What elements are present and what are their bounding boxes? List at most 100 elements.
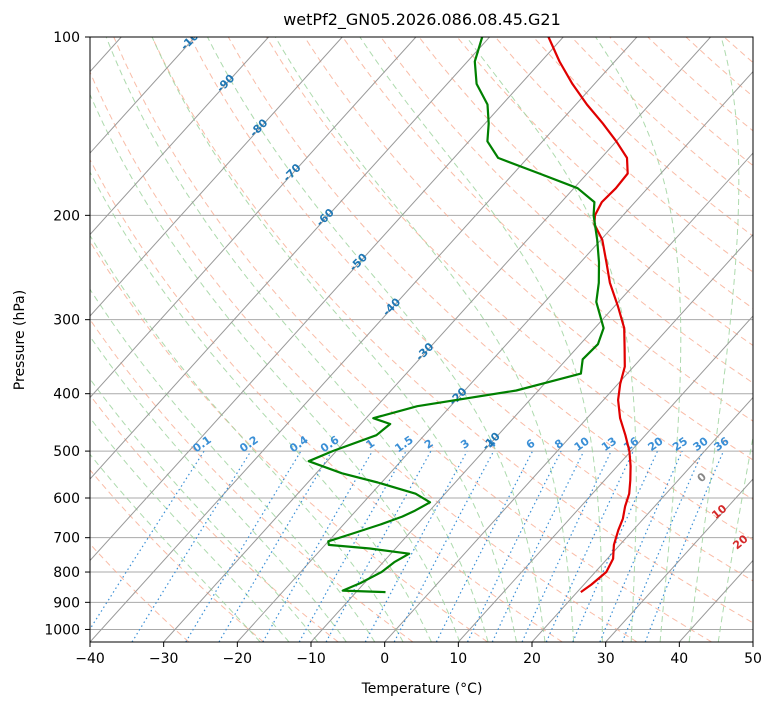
isotherm-line: [384, 233, 753, 642]
isotherm-line: [605, 478, 753, 642]
temperature-profile-line: [547, 37, 632, 593]
mixing-ratio-line: [131, 450, 252, 642]
x-axis-label: Temperature (°C): [361, 681, 483, 697]
mixing-ratio-line: [599, 450, 683, 642]
x-tick-label: 20: [523, 651, 541, 667]
y-tick-label: 200: [53, 208, 80, 224]
dry-adiabat-label: 30: [755, 559, 775, 579]
y-tick-label: 800: [53, 565, 80, 581]
dry-adiabat-line: [609, 37, 753, 167]
mixing-ratio-line: [185, 450, 302, 642]
mixing-ratio-line: [262, 450, 373, 642]
mixing-ratio-line: [545, 450, 634, 642]
moist-adiabat-line: [151, 37, 517, 642]
dry-adiabat-line: [227, 37, 753, 541]
mixing-ratio-label: 0.4: [287, 433, 311, 455]
moist-adiabat-line: [717, 434, 753, 642]
dry-adiabat-line: [762, 37, 775, 642]
moist-adiabat-line: [90, 378, 319, 642]
dry-adiabat-line: [189, 37, 753, 582]
moist-adiabat-line: [359, 37, 603, 642]
dry-adiabat-line: [265, 37, 753, 501]
mixing-ratio-line: [364, 450, 468, 642]
moist-adiabat-line: [274, 37, 575, 642]
y-tick-label: 300: [53, 313, 80, 329]
dry-adiabat-line: [90, 158, 563, 642]
isotherm-line: [310, 152, 753, 642]
moist-adiabat-line: [105, 37, 489, 642]
mixing-ratio-line: [621, 450, 704, 642]
mixing-ratio-line: [572, 450, 659, 642]
mixing-ratio-line: [491, 450, 585, 642]
y-tick-label: 1000: [44, 622, 80, 638]
isotherm-line: [90, 37, 564, 562]
dry-adiabat-line: [418, 37, 753, 347]
moist-adiabat-line: [90, 335, 347, 642]
y-tick-label: 100: [53, 30, 80, 46]
moist-adiabat-line: [90, 417, 290, 642]
moist-adiabat-line: [90, 171, 432, 642]
moist-adiabat-line: [207, 37, 546, 642]
x-tick-label: 0: [380, 651, 389, 667]
mixing-ratio-line: [90, 450, 205, 631]
grid-layer: [90, 37, 775, 642]
mixing-ratio-label: 6: [524, 437, 538, 452]
isotherm-line: [90, 37, 196, 154]
mixing-ratio-line: [466, 450, 562, 642]
chart-title: wetPf2_GN05.2026.086.08.45.G21: [283, 10, 561, 30]
isotherm-line: [90, 37, 343, 317]
series-layer: [307, 37, 632, 594]
isotherm-line: [90, 37, 417, 399]
dry-adiabat-line: [380, 37, 753, 384]
moist-adiabat-line: [90, 288, 376, 642]
dry-adiabat-line: [90, 70, 638, 642]
y-tick-label: 400: [53, 387, 80, 403]
mixing-ratio-line: [644, 450, 725, 642]
moist-adiabat-line: [90, 453, 261, 642]
dry-adiabat-line: [456, 37, 753, 310]
moist-adiabat-line: [688, 37, 740, 642]
isotherm-line: [236, 70, 753, 642]
x-tick-label: 50: [744, 651, 762, 667]
dry-adiabat-line: [90, 469, 264, 642]
dry-adiabat-line: [151, 37, 753, 624]
mixing-ratio-label: 1.5: [392, 433, 415, 455]
moist-adiabat-line: [595, 37, 682, 642]
x-tick-label: 40: [670, 651, 688, 667]
y-tick-label: 600: [53, 491, 80, 507]
x-tick-label: −40: [75, 651, 105, 667]
dry-adiabat-line: [685, 37, 753, 98]
y-axis-label: Pressure (hPa): [12, 290, 28, 390]
moist-adiabat-line: [90, 234, 404, 642]
axes-layer: −40 −30 −20 −10 0 10 20 30 40 5010020030040050060…: [44, 30, 762, 667]
dewpoint-profile-line: [307, 37, 605, 594]
x-tick-label: −30: [149, 651, 179, 667]
isotherm-label: -100: [178, 24, 207, 53]
x-tick-label: −10: [296, 651, 326, 667]
x-tick-label: 30: [597, 651, 615, 667]
isotherm-line: [90, 37, 490, 480]
isotherm-line: [752, 641, 753, 642]
dry-adiabat-line: [647, 37, 753, 132]
annotation-labels: 0.1 0.2 0.4 0.6 1 1.5 2 3 4 6 8 10 13 16 20 25 30 36-100-…: [178, 24, 775, 579]
dry-adiabat-line: [113, 37, 712, 642]
x-tick-label: 10: [449, 651, 467, 667]
dry-adiabat-line: [90, 394, 339, 642]
y-tick-label: 900: [53, 595, 80, 611]
isotherm-line: [90, 37, 269, 236]
isotherm-line: [457, 315, 753, 642]
y-tick-label: 700: [53, 531, 80, 547]
plot-frame: [89, 36, 754, 643]
isotherm-line: [163, 37, 711, 642]
moist-adiabat-line: [90, 93, 461, 642]
mixing-ratio-line: [393, 450, 495, 642]
dry-adiabat-label: 0: [695, 470, 709, 485]
dry-adiabat-line: [90, 543, 190, 642]
mixing-ratio-label: 3: [458, 437, 472, 452]
isotherm-line: [678, 559, 753, 642]
y-tick-label: 500: [53, 444, 80, 460]
isotherm-line: [90, 37, 638, 642]
mixing-ratio-label: 2: [422, 437, 436, 452]
